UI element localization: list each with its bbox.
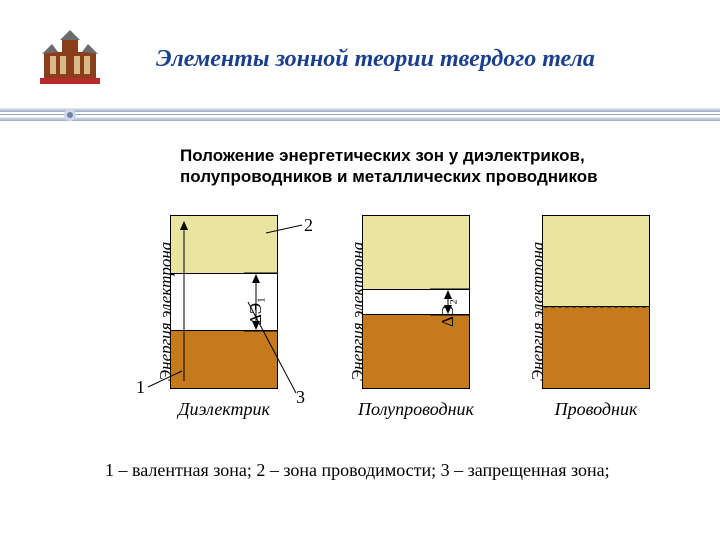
institution-logo (36, 30, 104, 88)
callout-number: 1 (136, 377, 145, 398)
conduction-band (363, 216, 469, 290)
panel-caption: Полупроводник (342, 399, 490, 420)
callout-number: 2 (304, 215, 313, 236)
gap-label-1: ΔЭ₁ (246, 297, 266, 325)
callout-number: 3 (296, 387, 305, 408)
legend-caption: 1 – валентная зона; 2 – зона проводимост… (105, 460, 610, 481)
header-bar-top (0, 108, 720, 112)
header-bar-bot (0, 117, 720, 121)
subtitle: Положение энергетических зон у диэлектри… (180, 145, 620, 188)
panel-caption: Диэлектрик (150, 399, 298, 420)
panel-caption: Проводник (522, 399, 670, 420)
conduction-band (543, 216, 649, 308)
band-panel (542, 215, 650, 389)
header-line-1 (0, 114, 720, 115)
gap-label-2: ΔЭ₂ (438, 299, 458, 327)
page-title: Элементы зонной теории твердого тела (156, 46, 595, 73)
header-dot-inner (67, 112, 73, 118)
conduction-band (171, 216, 277, 274)
valence-band (171, 330, 277, 388)
valence-band (543, 306, 649, 388)
